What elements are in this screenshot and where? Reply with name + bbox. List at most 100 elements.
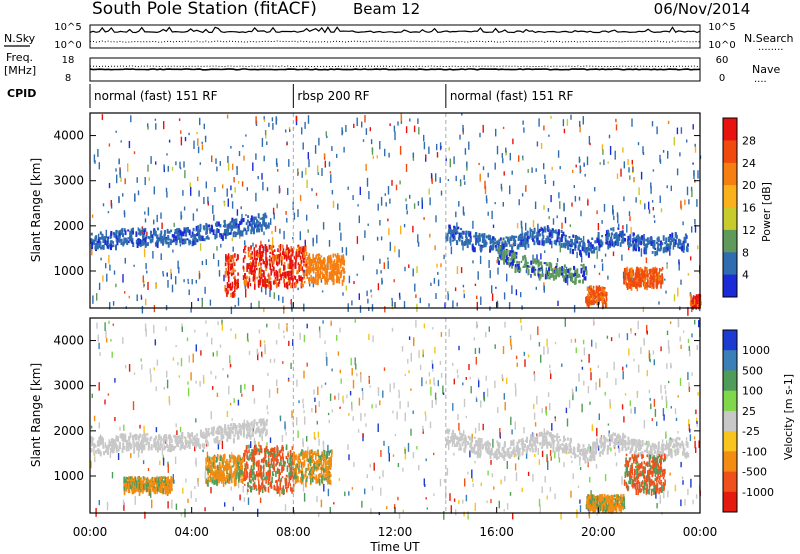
echo-cell <box>595 342 597 349</box>
band-cell <box>192 227 195 232</box>
hotspot-cell <box>594 300 597 304</box>
band-cell <box>263 421 266 427</box>
band-cell <box>512 253 515 256</box>
band-cell <box>490 447 493 454</box>
band-cell <box>521 451 524 456</box>
band-cell <box>216 431 219 435</box>
echo-cell <box>579 499 581 504</box>
nave-tick-bottom: 0 <box>719 73 725 84</box>
band-cell <box>584 458 587 464</box>
echo-cell <box>578 196 581 201</box>
band-cell <box>551 436 554 442</box>
echo-cell <box>149 368 151 374</box>
band-cell <box>505 259 508 263</box>
band-cell <box>584 448 587 454</box>
echo-cell <box>629 175 631 180</box>
echo-cell <box>142 460 145 465</box>
nsky-label: N.Sky <box>4 32 36 45</box>
hotspot-cell <box>237 283 239 289</box>
echo-cell <box>275 340 278 345</box>
hotspot-cell <box>331 263 334 268</box>
hotspot-cell <box>242 257 245 263</box>
echo-cell <box>275 158 278 166</box>
hotspot-cell <box>340 255 343 260</box>
band-cell <box>544 273 547 280</box>
echo-cell <box>554 416 556 419</box>
band-cell <box>120 239 123 245</box>
hotspot-cell <box>230 292 232 298</box>
echo-cell <box>237 399 240 406</box>
echo-cell <box>677 431 679 434</box>
band-cell <box>513 449 516 456</box>
echo-cell <box>456 369 459 374</box>
hotspot-cell <box>287 251 290 259</box>
echo-cell <box>178 375 180 378</box>
band-cell <box>183 229 186 234</box>
echo-cell <box>266 323 268 328</box>
band-cell <box>511 450 514 455</box>
echo-cell <box>503 171 505 176</box>
echo-cell <box>697 392 699 396</box>
cpid-mode-label: normal (fast) 151 RF <box>450 89 574 103</box>
echo-cell <box>230 328 232 331</box>
echo-cell <box>306 214 308 221</box>
band-cell <box>224 233 227 236</box>
echo-cell <box>249 255 251 260</box>
echo-cell <box>580 359 583 362</box>
echo-cell <box>136 294 138 302</box>
echo-cell <box>325 351 327 361</box>
band-cell <box>166 241 169 245</box>
hotspot-cell <box>330 270 333 275</box>
echo-cell <box>302 398 304 404</box>
hotspot-cell <box>590 285 592 290</box>
band-cell <box>191 231 194 237</box>
echo-cell <box>98 162 100 170</box>
hotspot-cell <box>282 248 285 255</box>
band-cell <box>458 443 461 447</box>
band-cell <box>201 235 204 241</box>
band-cell <box>535 262 538 265</box>
band-cell <box>558 267 561 273</box>
echo-cell <box>689 428 691 433</box>
echo-cell <box>215 375 217 380</box>
band-cell <box>540 446 543 449</box>
hotspot-cell <box>635 269 638 273</box>
band-cell <box>498 239 501 244</box>
echo-cell <box>283 230 285 240</box>
echo-cell <box>168 399 171 406</box>
band-cell <box>674 239 677 245</box>
echo-cell <box>292 339 294 346</box>
echo-cell <box>348 491 350 496</box>
band-cell <box>661 242 664 246</box>
echo-cell <box>258 441 260 447</box>
echo-cell <box>589 367 592 372</box>
echo-cell <box>259 497 262 503</box>
band-cell <box>147 446 150 451</box>
echo-cell <box>187 381 189 385</box>
hotspot-cell <box>656 277 658 282</box>
band-cell <box>649 237 652 241</box>
hotspot-cell <box>245 279 248 286</box>
band-cell <box>167 235 170 241</box>
band-cell <box>543 442 546 446</box>
echo-cell <box>180 136 183 146</box>
echo-cell <box>152 250 154 259</box>
band-cell <box>582 444 585 448</box>
echo-cell <box>550 373 552 379</box>
band-cell <box>265 226 268 230</box>
band-cell <box>566 274 569 278</box>
band-cell <box>557 446 560 452</box>
band-cell <box>507 258 510 262</box>
echo-cell <box>106 273 108 282</box>
echo-cell <box>594 187 596 192</box>
echo-cell <box>319 330 321 339</box>
echo-cell <box>339 406 341 409</box>
echo-cell <box>486 500 488 504</box>
echo-cell <box>183 279 185 283</box>
hotspot-cell <box>265 278 267 284</box>
band-cell <box>578 456 581 461</box>
echo-cell <box>175 276 177 285</box>
hotspot-cell <box>283 262 286 265</box>
band-cell <box>205 229 208 234</box>
echo-cell <box>499 428 501 437</box>
